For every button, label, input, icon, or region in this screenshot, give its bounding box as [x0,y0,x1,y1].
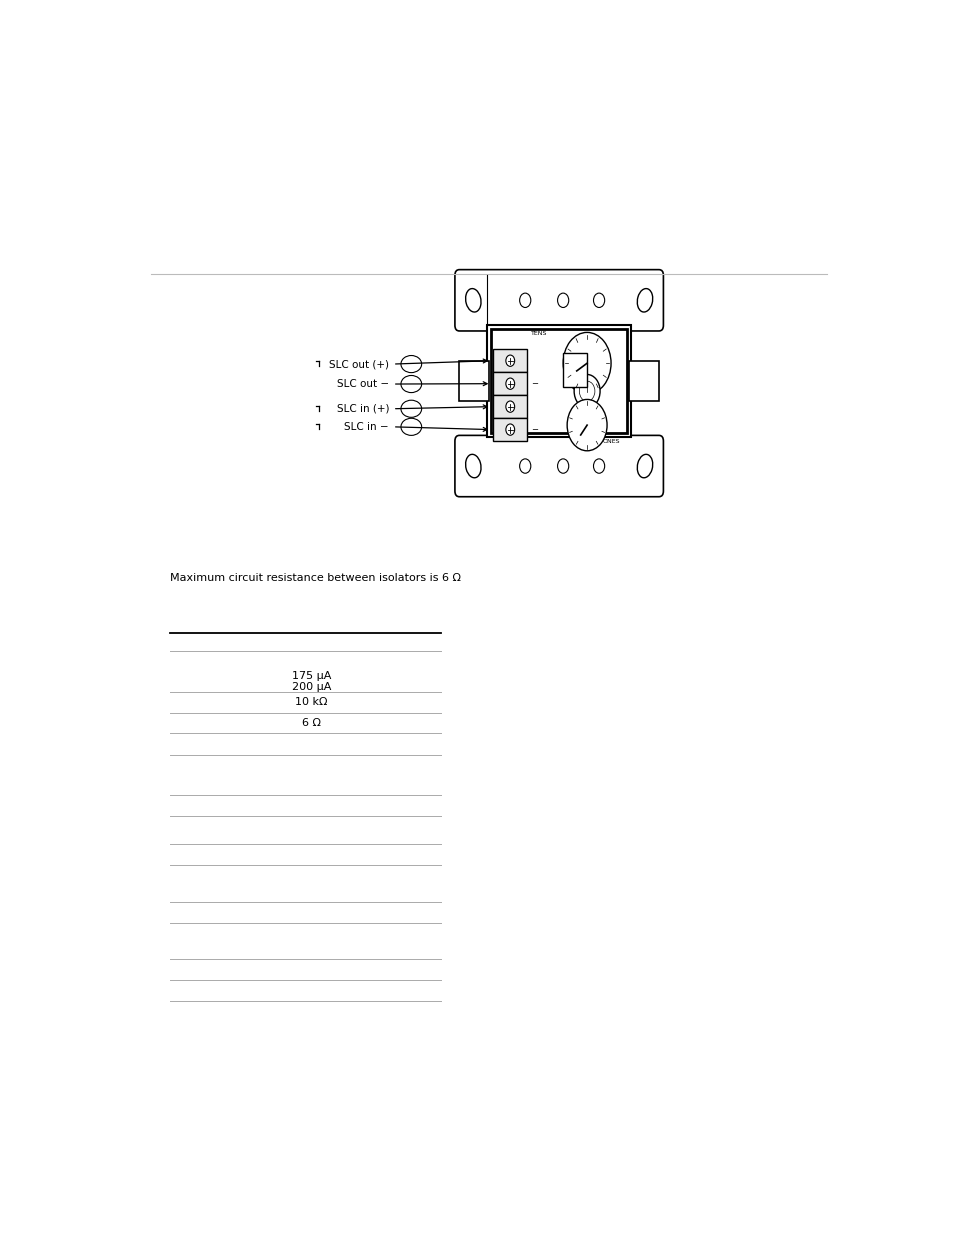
Text: −: − [531,379,537,388]
Bar [628,361,659,401]
Text: SLC out (+): SLC out (+) [329,359,389,369]
Circle shape [557,459,568,473]
Text: SLC out −: SLC out − [336,379,389,389]
Text: Maximum circuit resistance between isolators is 6 Ω: Maximum circuit resistance between isola… [170,573,460,583]
Ellipse shape [465,454,480,478]
Bar [487,325,630,437]
Bar [459,361,489,401]
Text: 6 Ω: 6 Ω [302,718,320,727]
Ellipse shape [637,289,652,312]
Circle shape [519,459,530,473]
Text: TENS: TENS [530,331,546,336]
Bar [493,350,527,372]
Ellipse shape [400,356,421,373]
Bar [562,353,586,388]
Circle shape [593,459,604,473]
Circle shape [505,401,514,412]
Circle shape [578,382,595,401]
FancyBboxPatch shape [455,436,662,496]
Circle shape [593,293,604,308]
Bar [491,330,626,433]
Bar [493,372,527,395]
Ellipse shape [400,375,421,393]
Ellipse shape [465,289,480,312]
Bar [493,419,527,441]
Circle shape [566,399,606,451]
Ellipse shape [400,419,421,436]
Text: −: − [531,425,537,435]
Text: SLC in (+): SLC in (+) [336,404,389,414]
Ellipse shape [637,454,652,478]
Circle shape [519,293,530,308]
Text: ONES: ONES [601,438,619,443]
Circle shape [505,424,514,435]
Circle shape [505,356,514,367]
Ellipse shape [400,400,421,417]
Text: 200 μA: 200 μA [292,683,331,693]
Text: SLC in −: SLC in − [344,422,389,432]
Text: 10 kΩ: 10 kΩ [294,697,328,706]
FancyBboxPatch shape [455,269,662,331]
Circle shape [505,378,514,389]
Circle shape [557,293,568,308]
Circle shape [562,332,611,394]
Bar [493,395,527,419]
Circle shape [574,374,599,408]
Text: 175 μA: 175 μA [292,671,331,680]
